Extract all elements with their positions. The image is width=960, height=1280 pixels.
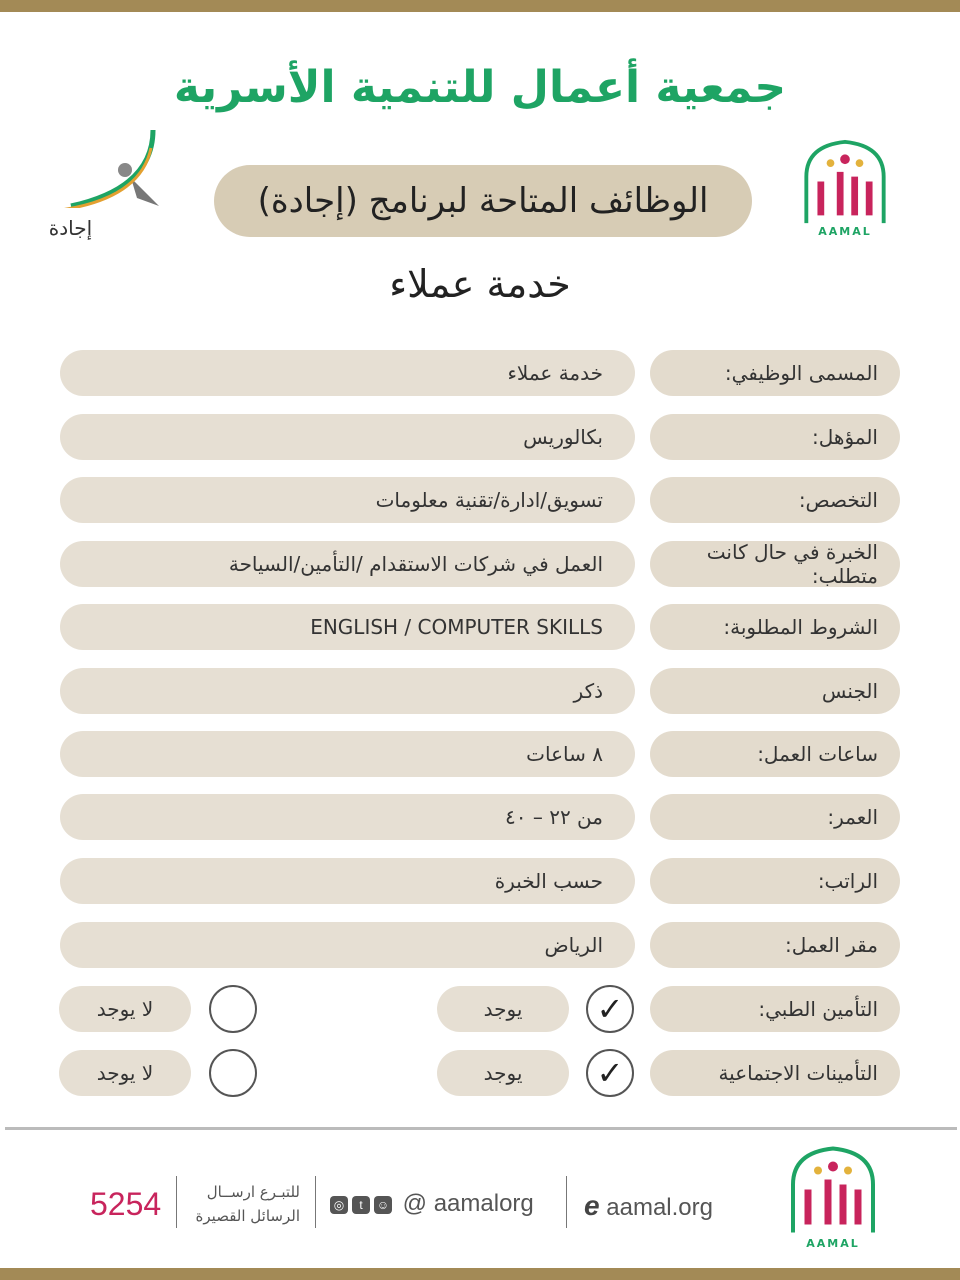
- separator: [315, 1176, 316, 1228]
- aamal-footer-logo-text: AAMAL: [806, 1237, 860, 1250]
- divider: [5, 1127, 957, 1130]
- field-value: ٨ ساعات: [60, 731, 635, 777]
- field-value: الرياض: [60, 922, 635, 968]
- instagram-icon[interactable]: ◎: [330, 1195, 348, 1214]
- org-title: جمعية أعمال للتنمية الأسرية: [173, 62, 787, 113]
- field-value: ENGLISH / COMPUTER SKILLS: [60, 604, 635, 650]
- yes-checkbox[interactable]: ✓: [586, 985, 634, 1033]
- sms-text-line-1: للتبـرع ارســال: [206, 1183, 300, 1201]
- yes-option-label: يوجد: [437, 1050, 569, 1096]
- program-banner: الوظائف المتاحة لبرنامج (إجادة): [214, 165, 752, 237]
- field-value: حسب الخبرة: [60, 858, 635, 904]
- no-option-label: لا يوجد: [59, 1050, 191, 1096]
- separator: [176, 1176, 177, 1228]
- website-link[interactable]: e aamal.org: [584, 1190, 713, 1222]
- yes-option-label: يوجد: [437, 986, 569, 1032]
- field-label: الشروط المطلوبة:: [650, 604, 900, 650]
- aamal-footer-logo: AAMAL: [778, 1138, 888, 1250]
- field-value: بكالوريس: [60, 414, 635, 460]
- job-heading: خدمة عملاء: [389, 262, 571, 306]
- field-label: المسمى الوظيفي:: [650, 350, 900, 396]
- field-label: التخصص:: [650, 477, 900, 523]
- website-text: aamal.org: [606, 1194, 713, 1221]
- bottom-gold-bar: [0, 1268, 960, 1280]
- separator: [566, 1176, 567, 1228]
- aamal-logo-text: AAMAL: [818, 225, 872, 238]
- field-label: الجنس: [650, 668, 900, 714]
- ejada-logo-text: إجادة: [48, 216, 93, 240]
- field-value: ذكر: [60, 668, 635, 714]
- field-value: تسويق/ادارة/تقنية معلومات: [60, 477, 635, 523]
- ejada-logo: إجادة: [38, 128, 163, 240]
- benefit-label: التأمينات الاجتماعية: [650, 1050, 900, 1096]
- no-option-label: لا يوجد: [59, 986, 191, 1032]
- ie-icon: e: [584, 1190, 600, 1221]
- field-label: الراتب:: [650, 858, 900, 904]
- field-value: العمل في شركات الاستقدام /التأمين/السياح…: [60, 541, 635, 587]
- field-value: من ٢٢ – ٤٠: [60, 794, 635, 840]
- sms-text-line-2: الرسائل القصيرة: [195, 1207, 300, 1225]
- field-value: خدمة عملاء: [60, 350, 635, 396]
- field-label: مقر العمل:: [650, 922, 900, 968]
- top-gold-bar: [0, 0, 960, 12]
- sms-number: 5254: [90, 1186, 162, 1222]
- social-handle[interactable]: ◎ t ☺ @ aamalorg: [330, 1190, 534, 1218]
- aamal-logo: AAMAL: [790, 138, 900, 238]
- yes-checkbox[interactable]: ✓: [586, 1049, 634, 1097]
- no-checkbox[interactable]: [209, 1049, 257, 1097]
- benefit-label: التأمين الطبي:: [650, 986, 900, 1032]
- field-label: ساعات العمل:: [650, 731, 900, 777]
- twitter-icon[interactable]: t: [352, 1195, 370, 1214]
- sms-text: للتبـرع ارســال الرسائل القصيرة: [182, 1180, 300, 1228]
- field-label: الخبرة في حال كانت متطلب:: [650, 540, 900, 588]
- snapchat-icon[interactable]: ☺: [374, 1195, 392, 1214]
- social-text: @ aamalorg: [402, 1190, 534, 1217]
- field-label: العمر:: [650, 794, 900, 840]
- no-checkbox[interactable]: [209, 985, 257, 1033]
- field-label: المؤهل:: [650, 414, 900, 460]
